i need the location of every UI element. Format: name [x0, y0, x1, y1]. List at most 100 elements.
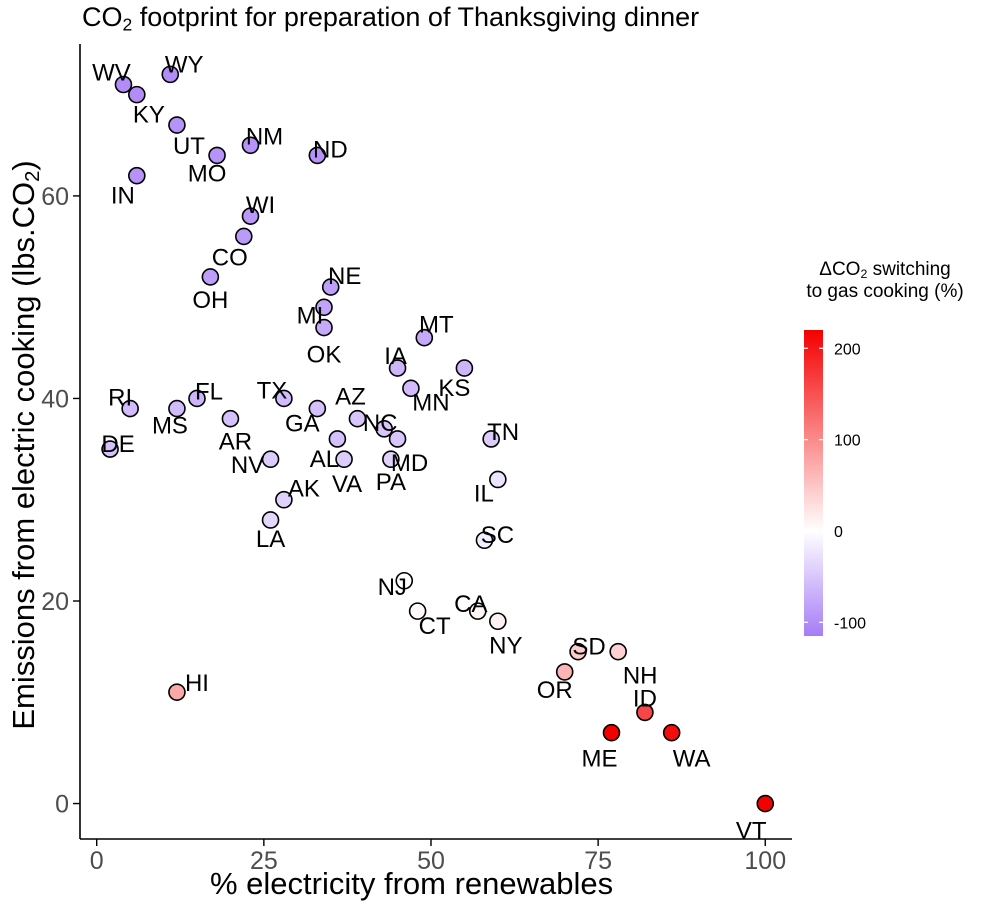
point-label-tn: TN — [487, 419, 519, 446]
point-label-nh: NH — [623, 663, 658, 690]
point-label-ne: NE — [328, 263, 361, 290]
data-point-ri — [121, 399, 139, 418]
data-point-mt — [415, 328, 434, 347]
data-point-al — [328, 430, 347, 448]
point-label-ut: UT — [173, 133, 205, 160]
point-label-ri: RI — [108, 385, 132, 412]
point-label-mi: MI — [297, 302, 324, 329]
point-label-ks: KS — [438, 375, 470, 402]
point-label-pa: PA — [376, 469, 406, 496]
point-label-sc: SC — [481, 522, 514, 549]
data-point-me — [602, 723, 621, 742]
x-tick-label: 100 — [744, 847, 786, 875]
data-point-mi — [315, 298, 333, 317]
point-label-nd: ND — [313, 136, 348, 163]
data-point-wi — [241, 207, 260, 225]
point-label-fl: FL — [195, 378, 223, 405]
data-point-wa — [662, 723, 681, 742]
point-label-or: OR — [537, 677, 573, 704]
data-point-vt — [756, 794, 775, 813]
data-point-ms — [168, 399, 186, 418]
x-axis-label: % electricity from renewables — [210, 866, 614, 901]
data-point-tx — [275, 389, 293, 408]
point-label-wy: WY — [165, 51, 204, 78]
point-label-wa: WA — [673, 746, 711, 773]
x-tick-label: 25 — [250, 847, 278, 875]
point-label-mt: MT — [419, 312, 454, 339]
point-label-sd: SD — [572, 634, 605, 661]
data-point-nh — [609, 642, 627, 661]
data-point-ar — [221, 409, 240, 428]
chart-title: CO2 footprint for preparation of Thanksg… — [82, 2, 700, 35]
x-tick-label: 75 — [584, 847, 612, 875]
point-label-de: DE — [101, 431, 134, 458]
legend-title-line2: to gas cooking (%) — [806, 281, 964, 302]
point-label-la: LA — [256, 526, 285, 553]
data-point-id — [636, 703, 654, 722]
data-point-ia — [388, 359, 407, 377]
point-label-ny: NY — [489, 632, 522, 659]
data-point-co — [234, 227, 253, 246]
data-point-de — [101, 440, 119, 458]
x-tick-label: 50 — [417, 847, 445, 875]
point-label-ct: CT — [419, 613, 451, 640]
point-label-ia: IA — [384, 343, 407, 370]
point-label-wv: WV — [92, 60, 131, 87]
point-label-hi: HI — [185, 670, 209, 697]
legend-title-line1: ΔCO2 switching — [819, 259, 951, 282]
point-label-mn: MN — [412, 389, 449, 416]
data-point-tn — [482, 430, 500, 448]
data-point-ok — [315, 318, 333, 337]
data-point-wv — [114, 75, 133, 94]
legend-title: ΔCO2 switching to gas cooking (%) — [800, 259, 970, 303]
point-label-nj: NJ — [378, 574, 407, 601]
y-tick-label: 20 — [41, 588, 69, 616]
point-label-ms: MS — [152, 413, 188, 440]
data-point-mn — [402, 379, 420, 398]
data-point-va — [335, 450, 353, 469]
legend-tick-label: -100 — [834, 615, 866, 632]
data-point-ks — [455, 359, 474, 377]
data-point-wy — [161, 65, 180, 84]
point-label-nc: NC — [363, 410, 398, 437]
data-point-la — [261, 511, 280, 529]
legend-colorbar — [804, 330, 823, 636]
point-label-va: VA — [332, 471, 362, 498]
legend-tick-label: 100 — [834, 433, 861, 450]
point-label-tx: TX — [257, 377, 288, 404]
data-point-ut — [168, 116, 186, 134]
data-point-ct — [408, 602, 427, 620]
y-tick-label: 60 — [41, 183, 69, 211]
point-label-az: AZ — [335, 384, 366, 411]
legend-tick-label: 200 — [834, 341, 861, 358]
point-label-vt: VT — [736, 818, 767, 845]
data-point-nv — [261, 450, 280, 469]
data-point-nm — [241, 136, 260, 155]
point-label-me: ME — [581, 746, 617, 773]
data-point-sc — [475, 531, 494, 550]
point-label-ar: AR — [219, 429, 252, 456]
data-point-nc — [375, 420, 393, 438]
data-point-sd — [569, 642, 587, 661]
data-point-hi — [168, 683, 186, 701]
point-label-mo: MO — [188, 160, 227, 187]
point-label-il: IL — [474, 480, 494, 507]
point-label-ak: AK — [288, 476, 320, 503]
data-point-il — [489, 470, 507, 489]
data-point-md — [388, 430, 407, 448]
data-point-oh — [201, 268, 220, 286]
point-label-nv: NV — [231, 452, 264, 479]
data-point-ca — [468, 602, 487, 620]
point-label-id: ID — [633, 685, 657, 712]
data-point-ga — [308, 399, 327, 418]
point-label-ga: GA — [285, 411, 320, 438]
data-point-in — [128, 166, 146, 185]
data-point-fl — [188, 389, 206, 408]
point-label-ky: KY — [133, 102, 165, 129]
legend-tick-label: 0 — [834, 524, 843, 541]
data-point-ak — [275, 490, 293, 509]
y-tick-label: 0 — [55, 791, 69, 819]
point-label-ca: CA — [454, 591, 487, 618]
point-label-md: MD — [391, 450, 428, 477]
